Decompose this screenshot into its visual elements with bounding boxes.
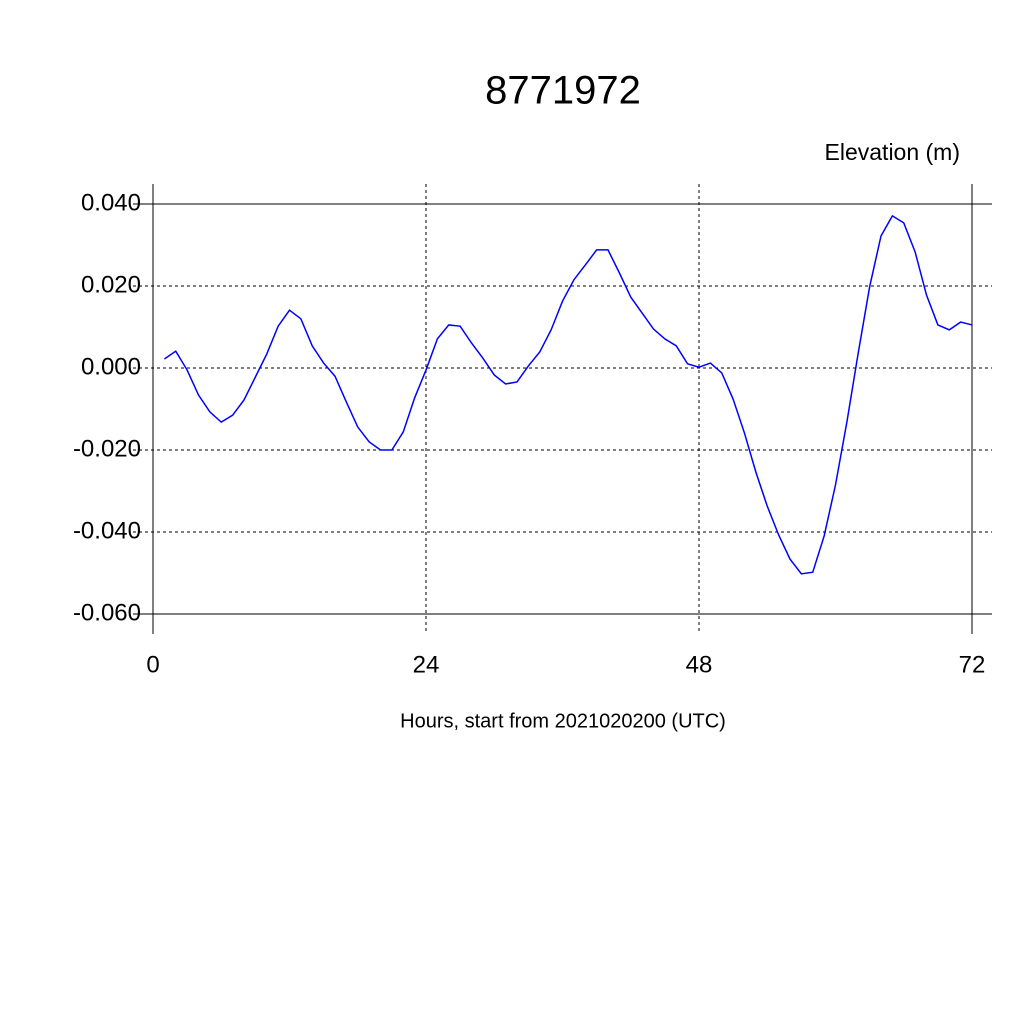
y-tick-label: -0.060 — [73, 599, 141, 626]
y-tick-label: 0.020 — [81, 271, 141, 298]
x-tick-label: 0 — [146, 651, 159, 678]
y-tick-label: 0.040 — [81, 189, 141, 216]
x-tick-label: 24 — [413, 651, 440, 678]
y-tick-label: -0.020 — [73, 435, 141, 462]
y-tick-label: -0.040 — [73, 517, 141, 544]
x-tick-label: 72 — [959, 651, 986, 678]
y-tick-label: 0.000 — [81, 353, 141, 380]
x-tick-label: 48 — [686, 651, 713, 678]
chart-title: 8771972 — [485, 69, 641, 113]
x-axis-label: Hours, start from 2021020200 (UTC) — [400, 710, 726, 732]
data-line — [163, 214, 973, 575]
y-axis-label: Elevation (m) — [825, 139, 960, 165]
